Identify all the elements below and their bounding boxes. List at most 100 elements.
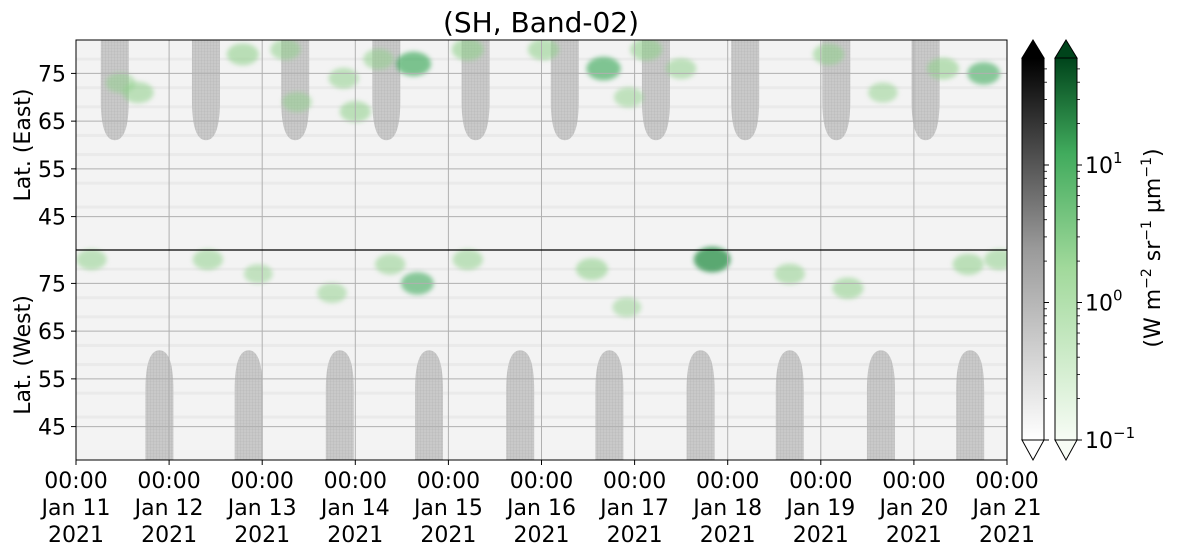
- x-tick-label: 2021: [141, 523, 197, 548]
- y-tick-labels: 45 55 65 75 75 65 55 45: [38, 62, 76, 441]
- nodata-region-east: [731, 40, 760, 141]
- nodata-region-east: [911, 40, 940, 141]
- x-tick-label: 00:00: [44, 469, 107, 494]
- x-tick-label: Jan 16: [505, 496, 576, 521]
- y-tick-label-west: 75: [38, 272, 66, 297]
- radiance-patch: [952, 253, 984, 276]
- x-tick-label: 2021: [48, 523, 104, 548]
- x-tick-label: 00:00: [324, 469, 387, 494]
- y-tick-label-west: 65: [38, 320, 66, 345]
- nodata-region-west: [145, 350, 174, 460]
- radiance-patch: [243, 264, 273, 284]
- radiance-patch: [665, 58, 697, 80]
- chart-title: (SH, Band-02): [443, 6, 639, 39]
- x-tick-label: 00:00: [603, 469, 666, 494]
- colorbar-green: [1054, 39, 1078, 462]
- colorbar-green-min-extend: [1054, 439, 1078, 462]
- nodata-region-west: [506, 350, 535, 460]
- radiance-patch: [363, 48, 394, 70]
- x-tick-label: 00:00: [510, 469, 573, 494]
- nodata-region-east: [461, 40, 490, 141]
- colorbar-ticks: 10−1 100 101: [1044, 68, 1135, 454]
- nodata-region-east: [641, 40, 670, 141]
- x-tick-label: Jan 14: [319, 496, 390, 521]
- x-tick-label: 2021: [607, 523, 663, 548]
- radiance-patch: [452, 249, 483, 270]
- colorbar-green-body: [1054, 57, 1078, 441]
- colorbar-tick-label: 10−1: [1085, 424, 1135, 454]
- radiance-patch: [693, 246, 731, 273]
- radiance-patch: [613, 87, 644, 108]
- x-tick-label: Jan 17: [598, 496, 669, 521]
- x-tick-label: 2021: [700, 523, 756, 548]
- y-tick-label-west: 45: [38, 416, 66, 441]
- radiance-patch: [226, 43, 259, 66]
- nodata-region-east: [281, 40, 310, 141]
- radiance-patch: [395, 51, 432, 77]
- colorbar-tick-label: 100: [1085, 286, 1123, 316]
- heatmap-area: [76, 40, 1007, 460]
- radiance-patch: [832, 277, 864, 299]
- radiance-patch: [812, 43, 845, 66]
- x-tick-label: 2021: [234, 523, 290, 548]
- x-tick-label: Jan 21: [971, 496, 1042, 521]
- radiance-patch: [630, 40, 663, 61]
- nodata-region-west: [415, 350, 444, 460]
- x-tick-label: 00:00: [882, 469, 945, 494]
- radiance-patch: [317, 282, 347, 304]
- radiance-patch: [122, 81, 154, 104]
- radiance-patch: [375, 253, 406, 275]
- x-tick-label: Jan 11: [40, 496, 111, 521]
- radiance-patch: [192, 249, 224, 270]
- radiance-patch: [612, 297, 642, 318]
- nodata-region-east: [191, 40, 220, 141]
- radiance-patch: [527, 40, 560, 61]
- x-tick-label: 00:00: [417, 469, 480, 494]
- nodata-region-west: [956, 350, 985, 460]
- radiance-patch: [282, 91, 312, 113]
- x-tick-label: Jan 18: [691, 496, 762, 521]
- y-tick-label-east: 55: [38, 158, 66, 183]
- nodata-region-east: [822, 40, 851, 141]
- radiance-patch: [926, 57, 959, 80]
- nodata-region-west: [866, 350, 895, 460]
- nodata-region-west: [595, 350, 624, 460]
- x-tick-label: Jan 12: [133, 496, 204, 521]
- radiance-patch: [868, 82, 898, 103]
- x-tick-label: 2021: [327, 523, 383, 548]
- x-tick-label: 00:00: [975, 469, 1038, 494]
- colorbar-tick-label: 101: [1085, 149, 1123, 179]
- nodata-region-east: [550, 40, 579, 141]
- x-tick-label: 2021: [420, 523, 476, 548]
- x-tick-label: 00:00: [137, 469, 200, 494]
- radiance-patch: [451, 40, 484, 61]
- x-tick-label: 2021: [979, 523, 1035, 548]
- x-tick-label: 00:00: [230, 469, 293, 494]
- nodata-region-west: [686, 350, 715, 460]
- colorbar-gray: [1021, 39, 1045, 462]
- x-tick-label: 00:00: [696, 469, 759, 494]
- x-tick-label: 2021: [514, 523, 570, 548]
- colorbar-gray-body: [1021, 57, 1045, 441]
- x-tick-label: Jan 15: [412, 496, 483, 521]
- nodata-region-west: [234, 350, 263, 460]
- radiance-patch: [586, 56, 621, 81]
- ylabel-east: Lat. (East): [11, 89, 36, 202]
- nodata-region-west: [325, 350, 354, 460]
- colorbar-green-max-extend: [1054, 39, 1078, 59]
- colorbar-gray-min-extend: [1021, 439, 1045, 462]
- y-tick-label-east: 65: [38, 110, 66, 135]
- x-tick-label: 2021: [793, 523, 849, 548]
- x-tick-label: Jan 13: [226, 496, 297, 521]
- radiance-patches: [76, 40, 1007, 318]
- radiance-patch: [328, 67, 359, 89]
- y-tick-label-east: 75: [38, 62, 66, 87]
- radiance-patch: [76, 249, 107, 270]
- radiance-patch: [575, 258, 608, 281]
- x-tick-label: Jan 20: [877, 496, 948, 521]
- nodata-regions: [100, 40, 985, 460]
- nodata-region-west: [775, 350, 804, 460]
- radiance-patch: [984, 249, 1007, 270]
